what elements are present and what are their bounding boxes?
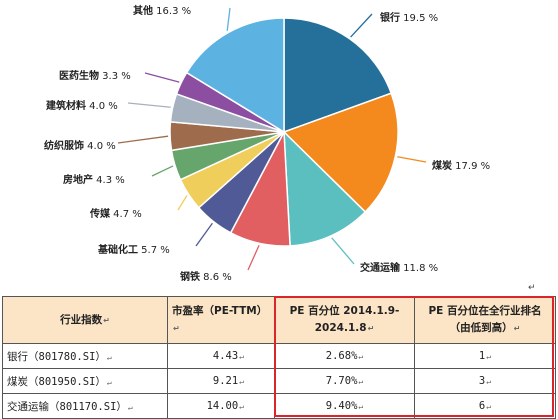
leader-line (177, 195, 188, 211)
cell-pe-percentile: 7.70%↵ (274, 368, 415, 394)
cell-pe-ttm: 4.43↵ (167, 343, 275, 369)
slice-label: 医药生物 3.3 % (59, 69, 131, 82)
cell-industry: 银行（801780.SI）↵ (2, 343, 168, 369)
cell-rank: 3↵ (414, 368, 556, 394)
leader-line (247, 245, 260, 271)
slice-label: 基础化工 5.7 % (97, 243, 170, 256)
slice-label: 煤炭 17.9 % (432, 159, 490, 172)
pie-chart: 银行 19.5 % 煤炭 17.9 % 交通运输 11.8 % 钢铁 8.6 % 基础化… (44, 4, 490, 283)
slice-label-value: 4.0 % (84, 141, 116, 152)
slice-label-name: 其他 (133, 4, 153, 17)
slice-label-name: 房地产 (63, 173, 93, 186)
slice-label: 其他 16.3 % (133, 4, 191, 17)
cell-rank: 6↵ (414, 393, 556, 419)
table-row: 银行（801780.SI）↵ 4.43↵ 2.68%↵ 1↵ (2, 343, 556, 369)
slice-label-name: 基础化工 (97, 243, 138, 256)
slice-label-value: 8.6 % (200, 272, 232, 283)
slice-label-name: 医药生物 (59, 69, 99, 82)
leader-line (331, 237, 355, 265)
pie-slice (185, 17, 285, 134)
slice-label: 建筑材料 4.0 % (45, 99, 118, 112)
table-row: 交通运输（801170.SI）↵ 14.00↵ 9.40%↵ 6↵ (2, 393, 556, 419)
slice-label-value: 3.3 % (99, 71, 131, 82)
cell-pe-percentile: 9.40%↵ (274, 393, 415, 419)
table-header-row: 行业指数↵ 市盈率（PE-TTM）↵ PE 百分位 2014.1.9-2024.… (2, 296, 556, 344)
slice-label-name: 钢铁 (180, 270, 200, 283)
slice-label-name: 建筑材料 (45, 99, 86, 112)
slice-label: 房地产 4.3 % (63, 173, 125, 186)
slice-label-value: 11.8 % (400, 263, 438, 274)
cell-pe-ttm: 14.00↵ (167, 393, 275, 419)
leader-line (195, 222, 213, 247)
slice-label-name: 交通运输 (360, 261, 401, 274)
cell-pe-percentile: 2.68%↵ (274, 343, 415, 369)
leader-line (397, 156, 427, 163)
cell-rank: 1↵ (414, 343, 556, 369)
slice-label: 交通运输 11.8 % (360, 261, 438, 274)
pie-slice (283, 17, 393, 134)
leader-line (144, 72, 180, 83)
pe-ranking-table: 行业指数↵ 市盈率（PE-TTM）↵ PE 百分位 2014.1.9-2024.… (2, 296, 556, 419)
leader-line (226, 7, 231, 31)
slice-label-value: 19.5 % (400, 13, 438, 24)
table-row: 煤炭（801950.SI）↵ 9.21↵ 7.70%↵ 3↵ (2, 368, 556, 394)
slice-label-name: 传媒 (89, 207, 111, 220)
col-header-rank: PE 百分位在全行业排名（由低到高）↵ (414, 296, 556, 344)
slice-label-name: 煤炭 (432, 159, 452, 172)
slice-label-value: 5.7 % (138, 245, 170, 256)
cell-pe-ttm: 9.21↵ (167, 368, 275, 394)
paragraph-mark: ↵ (528, 283, 536, 293)
slice-label-value: 17.9 % (452, 161, 490, 172)
slice-label: 钢铁 8.6 % (180, 270, 232, 283)
slice-label: 纺织服饰 4.0 % (44, 139, 116, 152)
leader-line (350, 13, 373, 38)
cell-industry: 交通运输（801170.SI）↵ (2, 393, 168, 419)
slice-label-value: 4.3 % (93, 175, 125, 186)
slice-label-name: 银行 (380, 11, 400, 24)
pie-slice (282, 92, 399, 213)
slice-label-value: 16.3 % (153, 6, 191, 17)
cell-industry: 煤炭（801950.SI）↵ (2, 368, 168, 394)
col-header-pe-ttm: 市盈率（PE-TTM）↵ (167, 296, 275, 344)
col-header-pe-percentile: PE 百分位 2014.1.9-2024.1.8↵ (274, 296, 415, 344)
col-header-industry: 行业指数↵ (2, 296, 168, 344)
pie-slice (283, 130, 367, 247)
leader-line (127, 102, 171, 108)
slice-label-value: 4.0 % (86, 101, 118, 112)
leader-line (117, 135, 169, 144)
slice-label-value: 4.7 % (110, 209, 142, 220)
slice-label-name: 纺织服饰 (44, 139, 84, 152)
leader-line (151, 165, 174, 177)
slice-label: 传媒 4.7 % (89, 207, 142, 220)
slice-label: 银行 19.5 % (380, 11, 438, 24)
